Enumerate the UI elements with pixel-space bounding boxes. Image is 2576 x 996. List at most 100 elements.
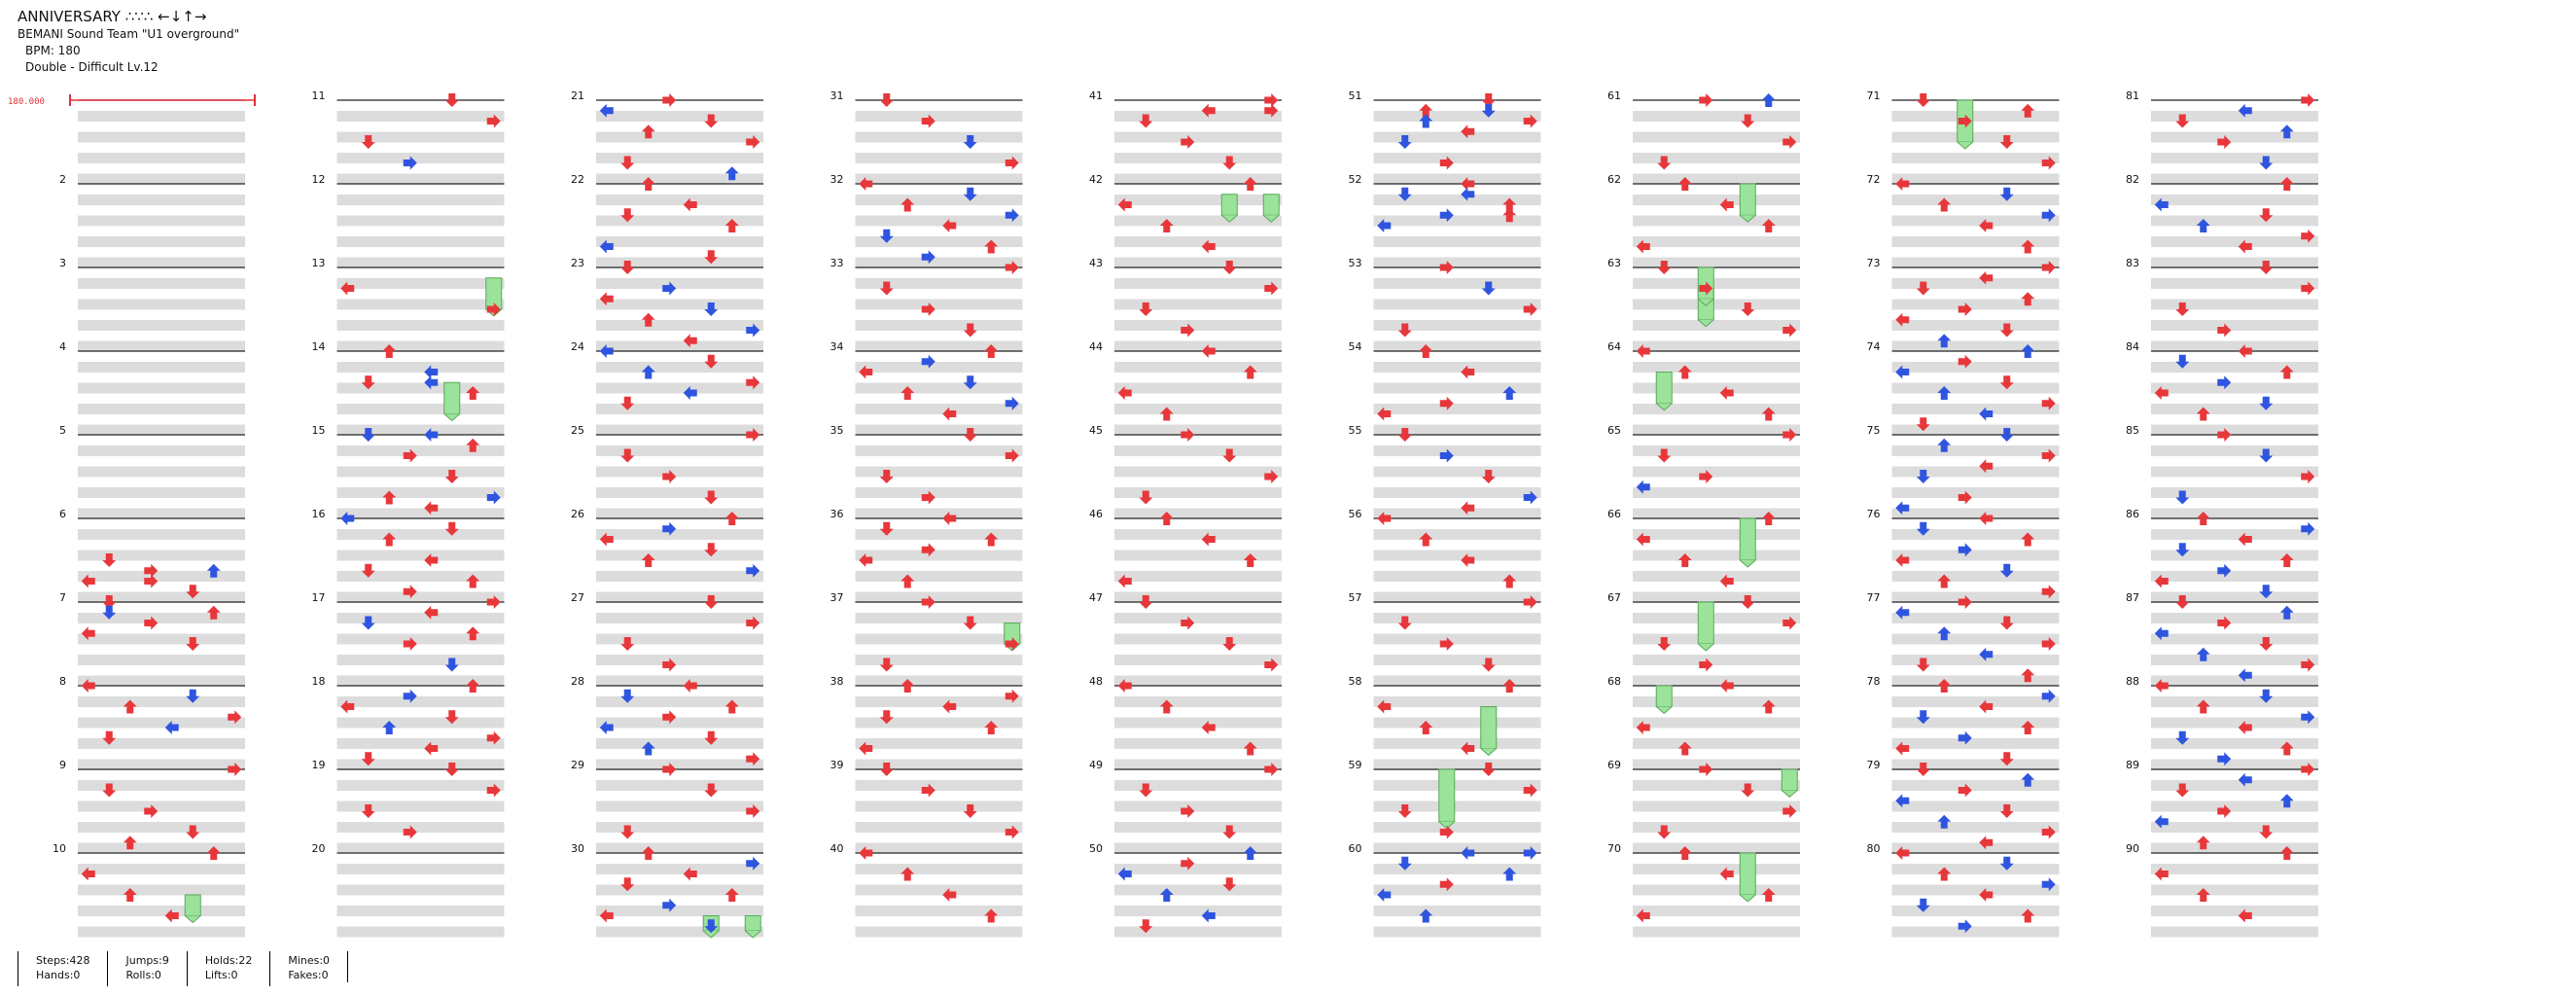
beat-band: [78, 131, 245, 143]
beat-band: [1891, 508, 2060, 519]
arrow-up-icon: [1502, 197, 1517, 212]
beat-band: [1633, 884, 1800, 896]
arrow-right-icon: [1439, 396, 1454, 410]
arrow-down-icon: [1999, 428, 2014, 442]
beat-band: [855, 780, 1023, 791]
beat-band: [855, 236, 1023, 247]
arrow-right-icon: [1439, 637, 1454, 651]
measure-number: 54: [1349, 340, 1362, 353]
beat-band: [596, 571, 763, 582]
arrow-down-icon: [2175, 114, 2190, 128]
arrow-up-icon: [2021, 103, 2035, 118]
measure-number: 5: [59, 424, 66, 437]
beat-band: [1891, 382, 2060, 394]
beat-band: [2151, 864, 2318, 874]
beat-band: [1891, 340, 2060, 352]
beat-band: [855, 864, 1023, 874]
arrow-down-icon: [704, 730, 719, 745]
arrow-left-icon: [942, 512, 957, 525]
measure-number: 51: [1349, 89, 1362, 102]
arrow-right-icon: [1782, 804, 1797, 818]
arrow-up-icon: [724, 166, 739, 181]
beat-band: [1891, 424, 2060, 436]
arrow-right-icon: [1523, 595, 1537, 609]
beat-band: [336, 215, 505, 227]
arrow-down-icon: [1999, 323, 2014, 338]
beat-band: [336, 906, 505, 916]
arrow-left-icon: [2238, 239, 2252, 254]
arrow-left-icon: [1979, 699, 1994, 714]
arrow-down-icon: [1481, 281, 1496, 296]
beat-band: [1373, 696, 1541, 707]
beat-band: [855, 215, 1023, 227]
beat-band: [596, 424, 763, 436]
beat-band: [1633, 675, 1800, 687]
arrow-right-icon: [486, 490, 501, 505]
beat-band: [1114, 215, 1282, 227]
beat-band: [78, 445, 245, 456]
beat-band: [1633, 404, 1800, 414]
measure-number: 56: [1349, 508, 1362, 520]
beat-band: [596, 800, 763, 812]
beat-band: [2151, 800, 2318, 812]
beat-band: [1891, 153, 2060, 163]
arrow-up-icon: [382, 721, 397, 734]
arrow-down-icon: [704, 250, 719, 265]
arrow-up-icon: [2196, 647, 2210, 661]
measure-number: 48: [1089, 675, 1103, 688]
beat-band: [336, 864, 505, 874]
arrow-right-icon: [1958, 490, 1972, 505]
beat-band: [2151, 591, 2318, 603]
beat-band: [1891, 362, 2060, 373]
arrow-left-icon: [81, 867, 95, 881]
arrow-right-icon: [2217, 804, 2232, 818]
arrow-left-icon: [599, 532, 614, 547]
beat-band: [1633, 780, 1800, 791]
beat-band: [1373, 487, 1541, 498]
beat-band: [336, 738, 505, 749]
beat-band: [78, 613, 245, 623]
arrow-up-icon: [1159, 888, 1174, 902]
arrow-up-icon: [1937, 574, 1952, 588]
beat-band: [78, 780, 245, 791]
arrow-up-icon: [984, 721, 999, 734]
beat-band: [1373, 320, 1541, 331]
arrow-left-icon: [1979, 512, 1994, 525]
arrow-right-icon: [486, 783, 501, 798]
beat-band: [1633, 362, 1800, 373]
arrow-down-icon: [361, 375, 375, 390]
beat-band: [2151, 404, 2318, 414]
arrow-right-icon: [2301, 763, 2315, 776]
arrow-down-icon: [1741, 595, 1755, 609]
measure-number: 61: [1607, 89, 1621, 102]
beat-band: [1114, 696, 1282, 707]
arrow-up-icon: [1243, 365, 1257, 379]
arrow-down-icon: [1222, 448, 1237, 463]
arrow-left-icon: [1636, 344, 1650, 358]
arrow-left-icon: [2238, 721, 2252, 734]
arrow-up-icon: [984, 344, 999, 358]
beat-band: [1114, 299, 1282, 310]
stats-group-steps: Steps:428 Hands:0: [18, 951, 107, 986]
beat-band: [1114, 864, 1282, 874]
hold-tail: [1480, 748, 1498, 757]
arrow-right-icon: [403, 585, 417, 599]
arrow-right-icon: [1958, 114, 1972, 128]
arrow-left-icon: [1461, 741, 1475, 756]
arrow-down-icon: [1139, 919, 1153, 934]
beat-band: [596, 675, 763, 687]
arrow-up-icon: [2279, 741, 2294, 756]
beat-band: [78, 842, 245, 854]
beat-band: [1373, 780, 1541, 791]
arrow-left-icon: [1719, 386, 1734, 400]
beat-band: [1891, 633, 2060, 645]
arrow-down-icon: [1397, 323, 1412, 338]
beat-band: [1891, 675, 2060, 687]
arrow-up-icon: [1761, 219, 1776, 232]
beat-band: [596, 864, 763, 874]
arrow-left-icon: [424, 741, 439, 756]
beat-band: [2151, 236, 2318, 247]
steps-count: Steps:428: [36, 954, 90, 967]
arrow-left-icon: [2238, 668, 2252, 683]
stats-group-holds: Holds:22 Lifts:0: [186, 951, 269, 986]
